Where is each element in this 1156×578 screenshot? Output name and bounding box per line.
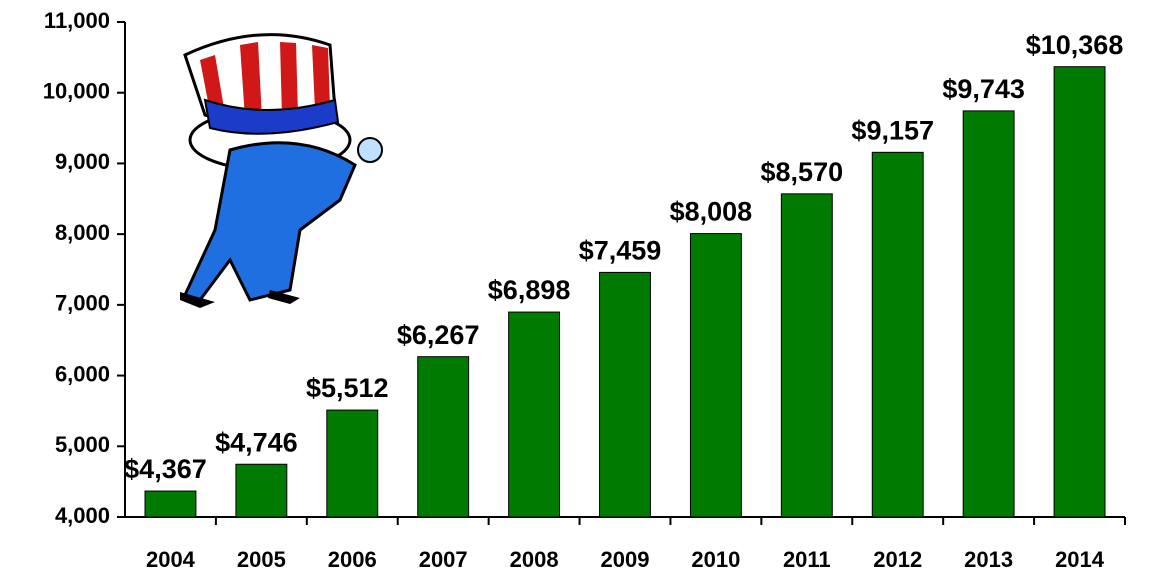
y-tick-label: 11,000 xyxy=(44,8,110,33)
y-tick-label: 5,000 xyxy=(55,432,110,457)
value-label: $6,267 xyxy=(397,320,480,350)
value-label: $6,898 xyxy=(488,275,571,305)
y-tick-label: 10,000 xyxy=(43,79,110,104)
uncle-sam-clipart xyxy=(180,33,383,308)
bar xyxy=(417,356,470,518)
y-tick-label: 9,000 xyxy=(55,149,110,174)
value-label: $9,743 xyxy=(942,74,1025,104)
bar xyxy=(1053,66,1106,518)
x-tick-label: 2009 xyxy=(601,547,650,572)
y-tick-label: 7,000 xyxy=(55,291,110,316)
y-tick-label: 8,000 xyxy=(55,220,110,245)
bar xyxy=(508,311,561,518)
value-label: $7,459 xyxy=(579,236,662,266)
bar xyxy=(689,233,742,518)
x-tick-label: 2008 xyxy=(510,547,559,572)
bar xyxy=(780,193,833,518)
x-tick-label: 2004 xyxy=(146,547,196,572)
x-tick-label: 2006 xyxy=(328,547,377,572)
value-label: $4,746 xyxy=(215,427,298,457)
bar xyxy=(326,409,379,518)
value-label: $5,512 xyxy=(306,373,389,403)
bar xyxy=(144,490,197,518)
value-label: $10,368 xyxy=(1026,30,1124,60)
x-tick-label: 2013 xyxy=(964,547,1013,572)
value-label: $8,008 xyxy=(670,197,753,227)
bar xyxy=(871,151,924,518)
x-tick-label: 2012 xyxy=(873,547,922,572)
value-label: $4,367 xyxy=(124,454,207,484)
x-tick-label: 2007 xyxy=(419,547,468,572)
x-tick-label: 2014 xyxy=(1055,547,1105,572)
bar xyxy=(235,463,288,518)
bar xyxy=(962,110,1015,518)
value-label: $8,570 xyxy=(761,157,844,187)
y-tick-label: 4,000 xyxy=(55,503,110,528)
x-tick-label: 2005 xyxy=(237,547,286,572)
y-tick-label: 6,000 xyxy=(55,361,110,386)
bar xyxy=(599,271,651,518)
value-label: $9,157 xyxy=(851,115,934,145)
x-tick-label: 2010 xyxy=(691,547,740,572)
x-tick-label: 2011 xyxy=(783,547,831,572)
